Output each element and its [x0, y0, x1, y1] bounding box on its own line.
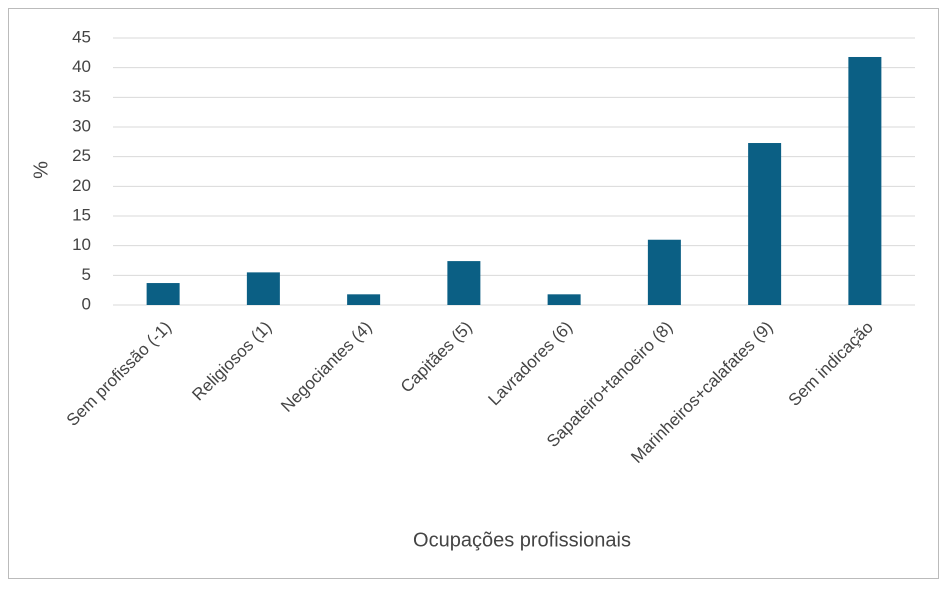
y-tick-label: 25	[72, 146, 91, 165]
bar	[146, 283, 180, 305]
y-tick-label: 35	[72, 87, 91, 106]
bar	[447, 261, 481, 305]
y-tick-label: 40	[72, 57, 91, 76]
y-tick-label: 0	[82, 294, 91, 313]
y-axis-title: %	[30, 161, 52, 179]
bar	[547, 294, 581, 305]
y-tick-label: 30	[72, 116, 91, 135]
y-tick-label: 5	[82, 265, 91, 284]
bar	[848, 56, 882, 306]
bar	[246, 272, 280, 305]
bar	[647, 239, 681, 305]
x-axis-title: Ocupações profissionais	[413, 529, 631, 551]
y-tick-label: 20	[72, 176, 91, 195]
bar	[347, 294, 381, 305]
y-tick-label: 15	[72, 205, 91, 224]
y-tick-label: 10	[72, 235, 91, 254]
bar	[748, 143, 782, 305]
y-tick-label: 45	[72, 27, 91, 46]
